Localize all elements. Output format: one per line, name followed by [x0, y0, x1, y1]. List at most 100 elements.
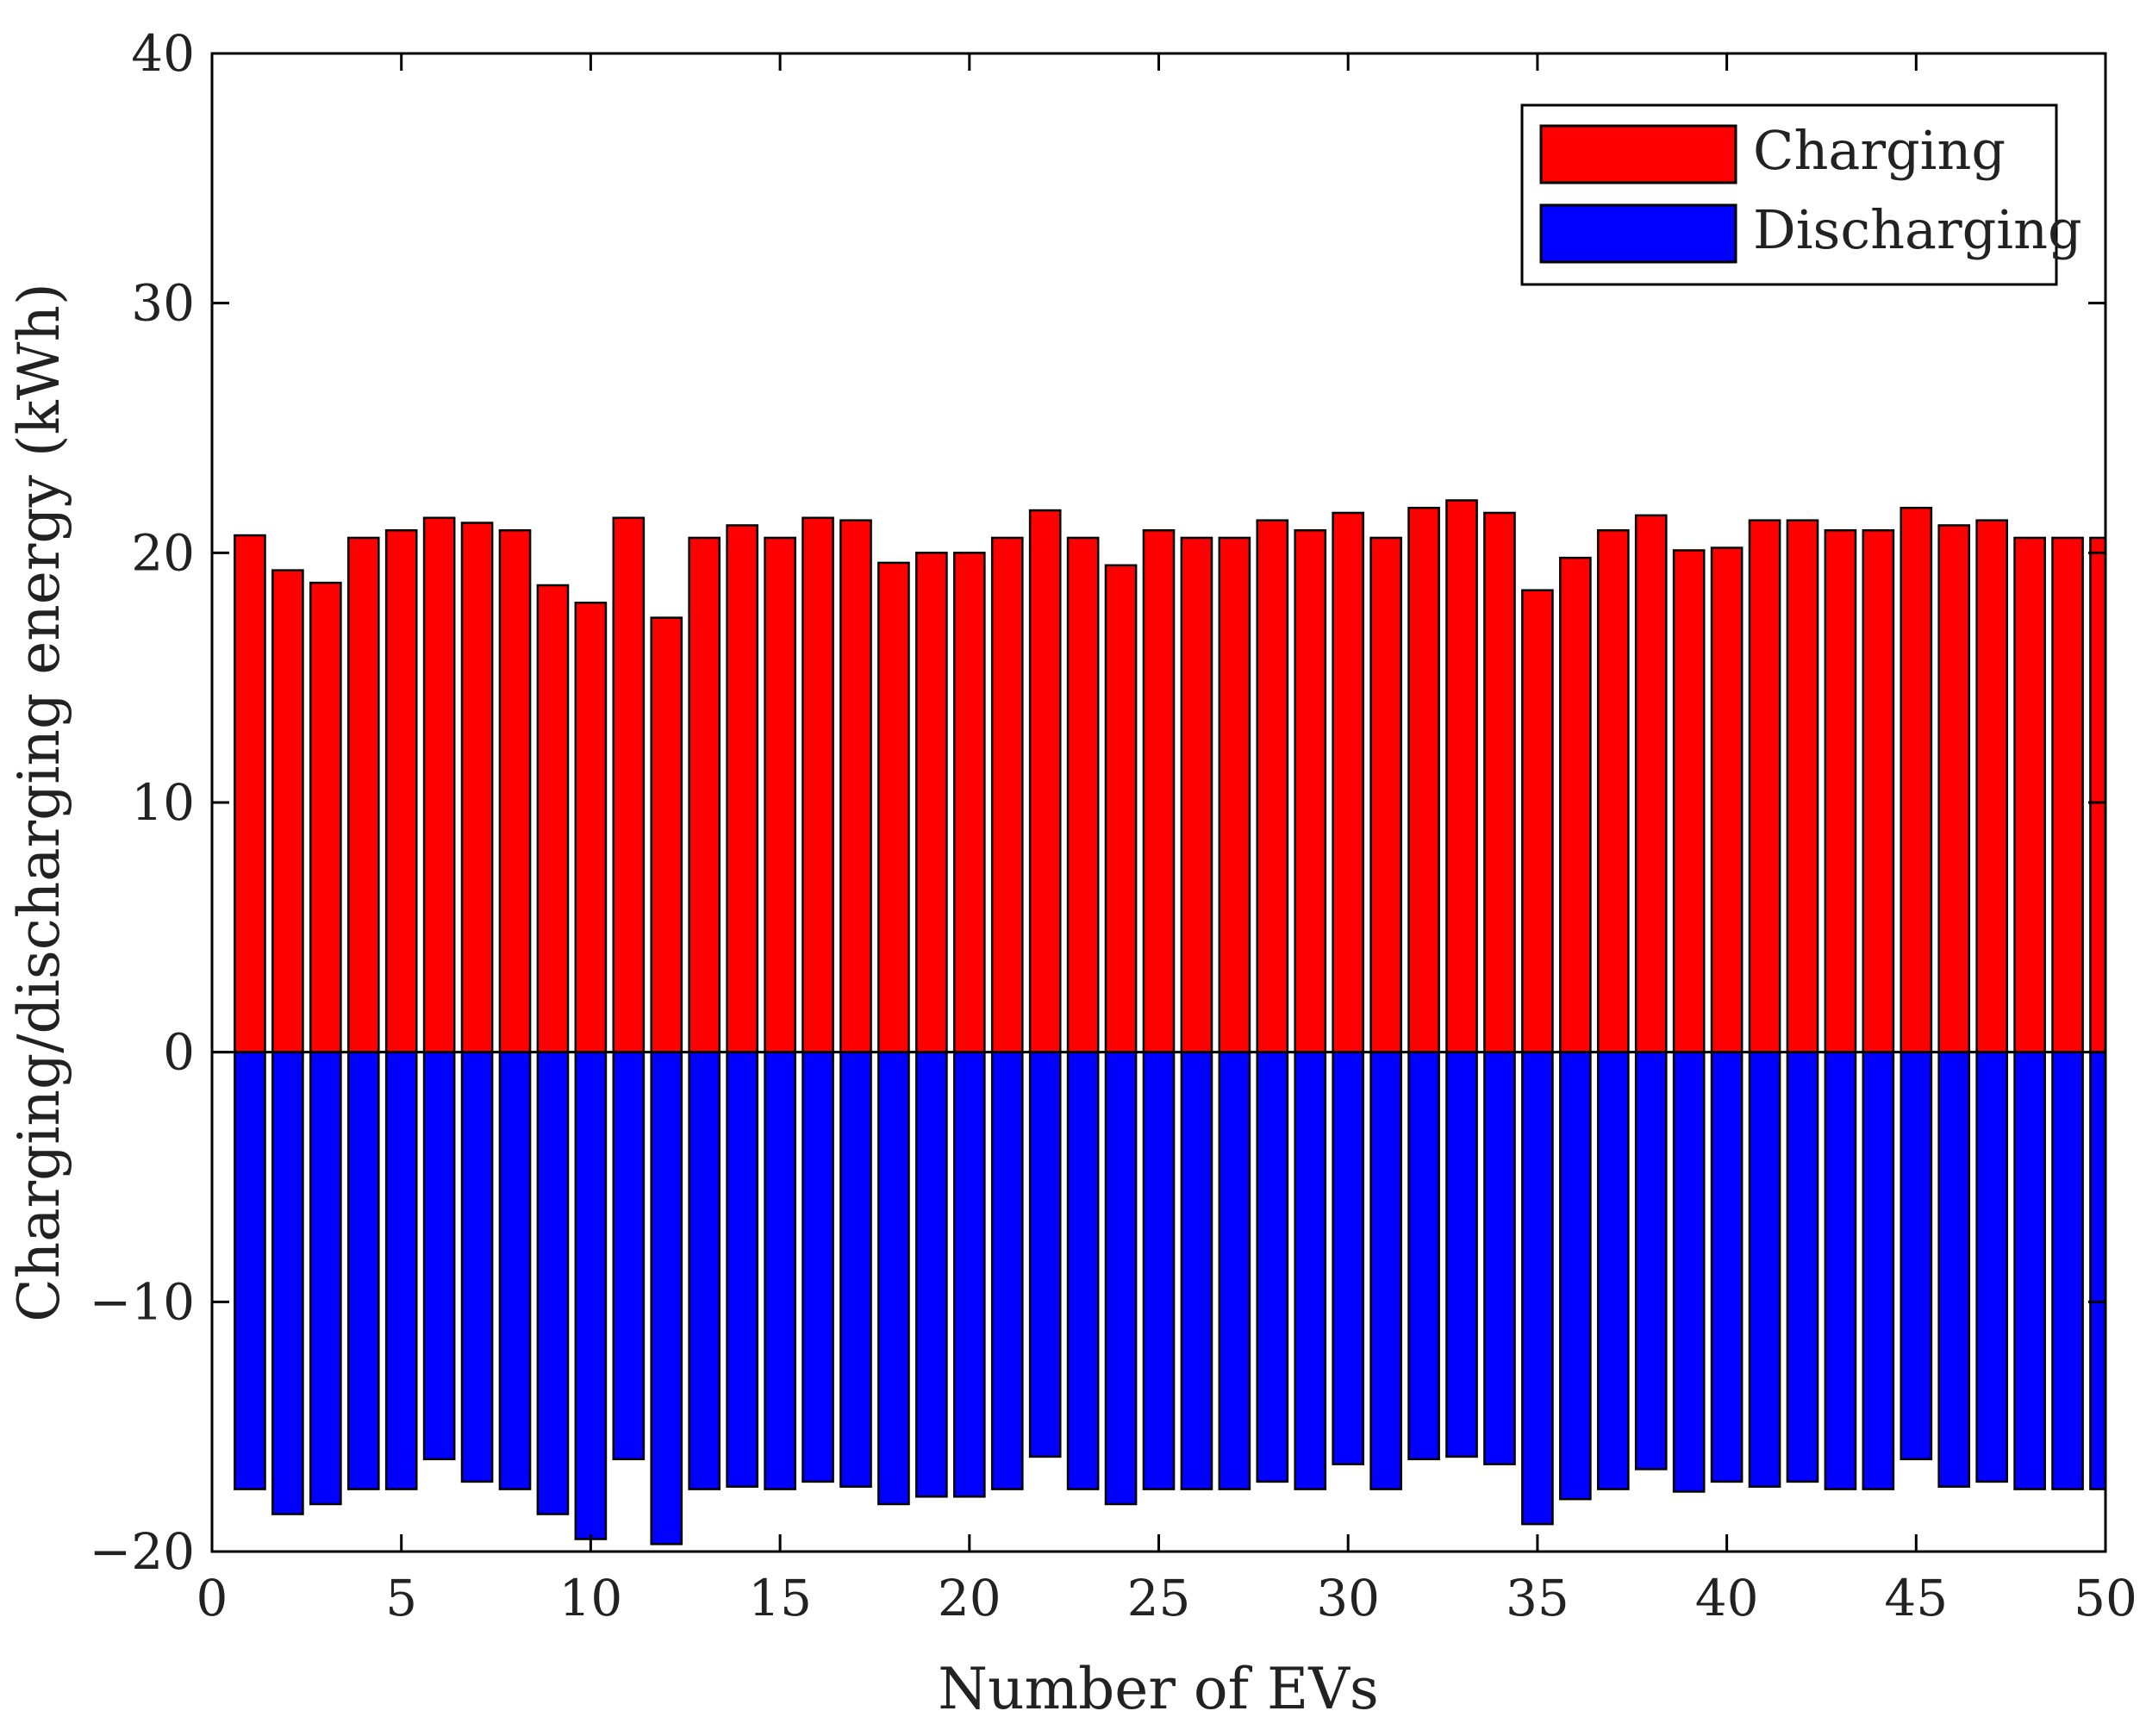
x-tick-label-15: 15	[748, 1569, 812, 1627]
discharging-bar-48	[2013, 1051, 2046, 1490]
x-tick-label-10: 10	[558, 1569, 622, 1627]
legend-label-charging: Charging	[1753, 119, 2006, 182]
charging-bar-32	[1407, 506, 1440, 1053]
discharging-bar-10	[574, 1051, 608, 1540]
charging-bar-7	[460, 521, 494, 1053]
y-tick-label-30: 30	[131, 274, 195, 333]
charging-bar-49	[2051, 536, 2084, 1053]
discharging-bar-28	[1256, 1051, 1289, 1483]
charging-bar-29	[1294, 529, 1327, 1053]
charging-bar-27	[1218, 536, 1251, 1053]
discharging-bar-33	[1445, 1051, 1478, 1458]
x-tick-labels: 0 5 10 15 20 25 30 35 40 45 50	[197, 1569, 2137, 1627]
discharging-bar-21	[990, 1051, 1024, 1490]
charging-bar-20	[952, 552, 986, 1053]
discharging-bar-45	[1900, 1051, 1933, 1461]
charging-bar-14	[726, 524, 758, 1053]
discharging-bar-41	[1748, 1051, 1781, 1488]
discharging-bar-35	[1521, 1051, 1554, 1526]
charging-bar-1	[234, 534, 266, 1053]
discharging-bar-49	[2051, 1051, 2084, 1490]
x-tick-label-45: 45	[1884, 1569, 1948, 1627]
y-tick-label--10: −10	[90, 1272, 195, 1331]
charging-bar-46	[1937, 524, 1971, 1053]
charging-bar-36	[1559, 556, 1592, 1053]
charging-bar-5	[384, 529, 418, 1053]
y-tick-label-40: 40	[131, 24, 195, 83]
discharging-bar-20	[952, 1051, 986, 1498]
x-tick-label-35: 35	[1506, 1569, 1569, 1627]
discharging-bar-43	[1824, 1051, 1857, 1490]
charging-bar-45	[1900, 506, 1933, 1053]
charging-bar-6	[422, 516, 456, 1053]
discharging-bar-13	[688, 1051, 721, 1490]
charging-bar-12	[650, 616, 683, 1053]
charging-bar-16	[802, 516, 834, 1053]
x-tick-label-50: 50	[2074, 1569, 2137, 1627]
charging-bar-47	[1975, 519, 2009, 1053]
charging-bar-10	[574, 602, 608, 1053]
discharging-bar-12	[650, 1051, 683, 1546]
discharging-bar-37	[1596, 1051, 1630, 1490]
discharging-bar-5	[384, 1051, 418, 1490]
discharging-bar-34	[1483, 1051, 1516, 1465]
charging-bar-28	[1256, 519, 1289, 1053]
discharging-bar-39	[1672, 1051, 1706, 1493]
charging-bar-42	[1786, 519, 1819, 1053]
charging-bar-34	[1483, 511, 1516, 1053]
legend-swatch-discharging	[1539, 203, 1737, 264]
discharging-bar-29	[1294, 1051, 1327, 1490]
x-tick-label-40: 40	[1695, 1569, 1759, 1627]
y-tick-label-0: 0	[163, 1023, 195, 1082]
discharging-bar-44	[1862, 1051, 1895, 1490]
discharging-bar-4	[346, 1051, 380, 1490]
charging-bar-24	[1104, 564, 1138, 1053]
discharging-bar-23	[1066, 1051, 1100, 1490]
discharging-bar-30	[1332, 1051, 1365, 1465]
discharging-bar-27	[1218, 1051, 1251, 1490]
charging-bar-30	[1332, 511, 1365, 1053]
charging-bar-44	[1862, 529, 1895, 1053]
discharging-bar-16	[802, 1051, 834, 1483]
discharging-bar-47	[1975, 1051, 2009, 1483]
charging-bar-40	[1710, 546, 1744, 1053]
charging-bar-11	[612, 516, 646, 1053]
x-tick-label-25: 25	[1127, 1569, 1191, 1627]
discharging-bar-22	[1028, 1051, 1062, 1458]
charging-bar-33	[1445, 499, 1478, 1053]
discharging-series	[234, 1051, 2107, 1546]
discharging-bar-18	[877, 1051, 910, 1506]
discharging-bar-15	[764, 1051, 796, 1490]
discharging-bar-1	[234, 1051, 266, 1490]
discharging-bar-7	[460, 1051, 494, 1483]
charging-bar-23	[1066, 536, 1100, 1053]
charging-bar-26	[1180, 536, 1213, 1053]
charging-bar-18	[877, 561, 910, 1053]
charging-bar-19	[915, 552, 948, 1053]
discharging-bar-36	[1559, 1051, 1592, 1501]
x-axis-label: Number of EVs	[938, 1656, 1379, 1722]
discharging-bar-3	[309, 1051, 342, 1506]
discharging-bar-2	[271, 1051, 304, 1515]
x-tick-label-5: 5	[385, 1569, 417, 1627]
charging-bar-43	[1824, 529, 1857, 1053]
discharging-bar-17	[839, 1051, 872, 1488]
charging-bar-2	[271, 569, 304, 1053]
discharging-bar-38	[1634, 1051, 1668, 1471]
legend-swatch-charging	[1539, 124, 1737, 184]
charging-bar-17	[839, 519, 872, 1053]
x-tick-label-30: 30	[1316, 1569, 1380, 1627]
charging-bar-25	[1142, 529, 1176, 1053]
x-tick-label-20: 20	[938, 1569, 1001, 1627]
discharging-bar-31	[1369, 1051, 1402, 1490]
discharging-bar-24	[1104, 1051, 1138, 1506]
charging-bar-9	[536, 584, 570, 1053]
y-tick-label-10: 10	[131, 773, 195, 832]
discharging-bar-40	[1710, 1051, 1744, 1483]
legend: Charging Discharging	[1520, 103, 2082, 286]
charging-bar-21	[990, 536, 1024, 1053]
y-tick-label--20: −20	[90, 1522, 195, 1581]
discharging-bar-26	[1180, 1051, 1213, 1490]
discharging-bar-25	[1142, 1051, 1176, 1490]
